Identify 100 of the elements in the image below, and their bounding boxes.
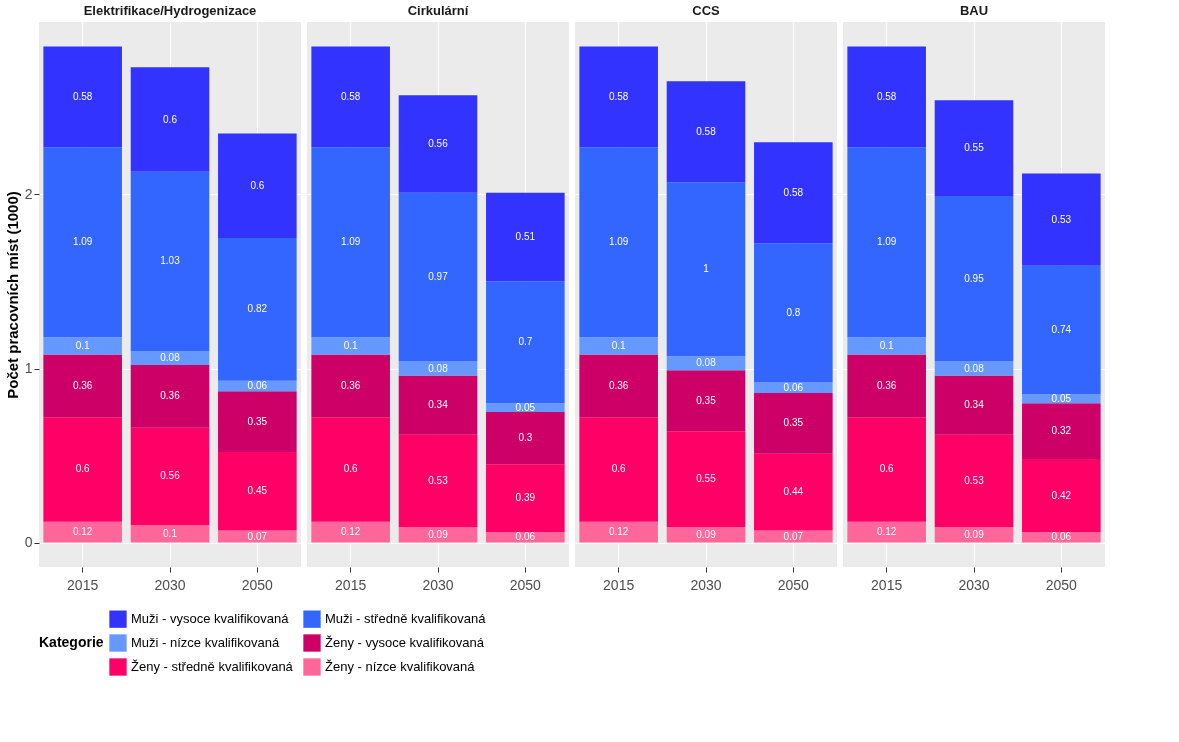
data-label: 0.55 bbox=[964, 142, 985, 154]
bar bbox=[579, 147, 658, 338]
data-label: 0.36 bbox=[72, 379, 93, 391]
data-label: 0.58 bbox=[72, 90, 93, 102]
bar bbox=[934, 100, 1014, 197]
bar bbox=[847, 337, 926, 355]
bar bbox=[934, 375, 1014, 435]
data-label: 0.58 bbox=[876, 90, 897, 102]
x-tick-label: 2050 bbox=[777, 576, 810, 593]
bar bbox=[1022, 459, 1101, 533]
bar bbox=[847, 147, 926, 338]
data-label: 0.32 bbox=[1051, 425, 1072, 437]
data-label: 0.58 bbox=[696, 125, 717, 137]
bar bbox=[398, 434, 478, 527]
y-axis-title: Počet pracovních míst (1000) bbox=[3, 191, 21, 399]
bar bbox=[486, 412, 565, 465]
bar bbox=[486, 192, 565, 282]
chart-title: Elektrifikace/Hydrogenizace bbox=[83, 3, 257, 18]
data-label: 0.09 bbox=[696, 528, 717, 540]
data-label: 0.58 bbox=[340, 90, 361, 102]
bar bbox=[1022, 265, 1101, 395]
x-tick-label: 2015 bbox=[67, 576, 99, 593]
bar bbox=[218, 237, 297, 381]
data-label: 0.8 bbox=[786, 306, 801, 318]
bar bbox=[666, 431, 746, 527]
bar bbox=[130, 171, 210, 352]
data-label: 0.08 bbox=[428, 362, 449, 374]
legend-label: Ženy - nízce kvalifikovaná bbox=[325, 659, 476, 674]
x-tick-label: 2015 bbox=[871, 576, 903, 593]
bar bbox=[666, 182, 746, 357]
data-label: 0.56 bbox=[428, 137, 449, 149]
bar bbox=[579, 417, 658, 522]
data-label: 0.6 bbox=[879, 463, 895, 475]
data-label: 1.09 bbox=[340, 236, 361, 248]
x-tick-label: 2015 bbox=[603, 576, 635, 593]
data-label: 0.6 bbox=[75, 463, 91, 475]
data-label: 0.35 bbox=[247, 415, 268, 427]
data-label: 0.34 bbox=[428, 399, 449, 411]
legend-label: Ženy - středně kvalifikovaná bbox=[131, 659, 294, 674]
bar bbox=[43, 417, 122, 522]
data-label: 0.06 bbox=[783, 381, 804, 393]
bar bbox=[754, 142, 833, 244]
data-label: 1.03 bbox=[160, 255, 181, 267]
data-label: 0.12 bbox=[608, 526, 629, 538]
chart-title: Cirkulární bbox=[407, 3, 469, 18]
x-tick-label: 2030 bbox=[958, 576, 990, 593]
data-label: 0.6 bbox=[343, 463, 359, 475]
bar bbox=[311, 354, 390, 418]
data-label: 0.44 bbox=[783, 486, 804, 498]
data-label: 0.3 bbox=[518, 432, 533, 444]
data-label: 0.95 bbox=[964, 272, 985, 284]
x-tick-label: 2030 bbox=[422, 576, 454, 593]
data-label: 0.36 bbox=[340, 379, 361, 391]
data-label: 0.6 bbox=[611, 463, 627, 475]
data-label: 0.12 bbox=[876, 526, 897, 538]
data-label: 0.36 bbox=[160, 390, 181, 402]
bar bbox=[934, 526, 1014, 543]
data-label: 0.12 bbox=[72, 526, 93, 538]
data-label: 0.06 bbox=[247, 379, 268, 391]
data-label: 0.1 bbox=[879, 339, 895, 351]
bar bbox=[311, 46, 390, 148]
bar bbox=[754, 382, 833, 393]
data-label: 0.74 bbox=[1051, 324, 1072, 336]
data-label: 1.09 bbox=[608, 236, 629, 248]
bar bbox=[754, 392, 833, 454]
legend-label: Muži - vysoce kvalifikovaná bbox=[131, 611, 290, 627]
bar bbox=[754, 530, 833, 543]
data-label: 0.55 bbox=[696, 473, 717, 485]
data-label: 0.6 bbox=[250, 179, 265, 191]
bar bbox=[579, 354, 658, 418]
data-label: 0.1 bbox=[75, 339, 91, 351]
data-label: 0.12 bbox=[340, 526, 361, 538]
bar bbox=[579, 337, 658, 355]
legend-title: Kategorie bbox=[39, 634, 104, 650]
bar bbox=[398, 95, 478, 193]
y-tick-label: 2 bbox=[24, 185, 33, 202]
bar bbox=[666, 370, 746, 432]
bar bbox=[130, 67, 210, 172]
y-tick-label: 0 bbox=[24, 534, 33, 551]
x-tick-label: 2050 bbox=[1045, 576, 1078, 593]
data-label: 0.6 bbox=[163, 113, 178, 125]
data-label: 0.08 bbox=[964, 362, 985, 374]
bar bbox=[1022, 532, 1101, 543]
bar bbox=[1022, 403, 1101, 460]
bar bbox=[218, 530, 297, 543]
x-tick-label: 2030 bbox=[154, 576, 186, 593]
bar bbox=[486, 281, 565, 404]
bar bbox=[43, 354, 122, 418]
bar bbox=[311, 521, 390, 543]
legend-label: Muži - nízce kvalifikovaná bbox=[131, 635, 280, 650]
data-label: 0.53 bbox=[428, 474, 449, 486]
chart-title: CCS bbox=[692, 3, 721, 18]
bar bbox=[754, 243, 833, 383]
bar bbox=[43, 337, 122, 355]
data-label: 0.42 bbox=[1051, 489, 1072, 501]
bar bbox=[130, 365, 210, 428]
data-label: 0.08 bbox=[160, 352, 181, 364]
data-label: 0.36 bbox=[608, 379, 629, 391]
data-label: 0.53 bbox=[964, 474, 985, 486]
data-label: 0.39 bbox=[515, 492, 536, 504]
